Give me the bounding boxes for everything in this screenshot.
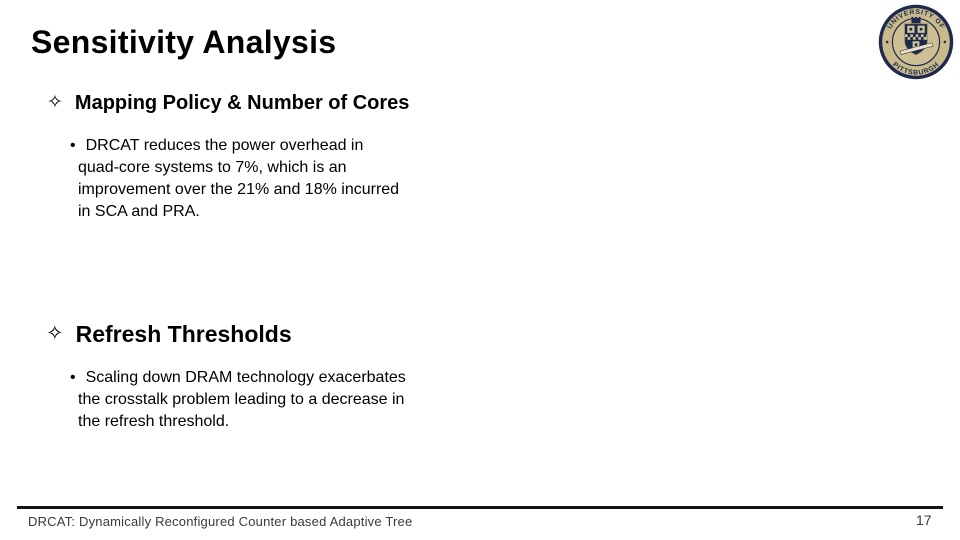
body-line: in SCA and PRA. — [78, 203, 200, 220]
bullet-dot-icon: • — [70, 137, 76, 154]
body-line: quad-core systems to 7%, which is an — [78, 159, 347, 176]
seal-shield — [899, 16, 934, 56]
section-1-body: • DRCAT reduces the power overhead in qua… — [70, 135, 430, 223]
university-of-pittsburgh-seal-logo: UNIVERSITY OF PITTSBURGH — [878, 4, 954, 80]
body-line-text: DRCAT reduces the power overhead in — [85, 137, 364, 154]
section-2-heading: ✧ Refresh Thresholds — [46, 321, 292, 348]
section-1-heading-text: Mapping Policy & Number of Cores — [74, 92, 410, 114]
slide-title: Sensitivity Analysis — [31, 24, 337, 60]
body-line: improvement over the 21% and 18% incurre… — [78, 181, 400, 198]
bullet-dot-icon: • — [70, 369, 76, 386]
section-2-body: • Scaling down DRAM technology exacerbate… — [70, 367, 444, 433]
body-line: the refresh threshold. — [78, 413, 230, 430]
seal-icon: UNIVERSITY OF PITTSBURGH — [878, 4, 954, 80]
body-line: • DRCAT reduces the power overhead in — [70, 135, 430, 157]
four-pointed-star-bullet-icon: ✧ — [47, 91, 63, 113]
footer-divider — [17, 506, 943, 509]
section-1-heading: ✧ Mapping Policy & Number of Cores — [47, 92, 409, 115]
page-number: 17 — [916, 512, 932, 528]
body-line: the crosstalk problem leading to a decre… — [78, 391, 405, 408]
four-pointed-star-bullet-icon: ✧ — [46, 321, 64, 345]
body-line: • Scaling down DRAM technology exacerbate… — [70, 367, 444, 389]
section-2-heading-text: Refresh Thresholds — [75, 321, 292, 347]
footer-caption: DRCAT: Dynamically Reconfigured Counter … — [28, 514, 413, 529]
body-line-text: Scaling down DRAM technology exacerbates — [85, 369, 406, 386]
